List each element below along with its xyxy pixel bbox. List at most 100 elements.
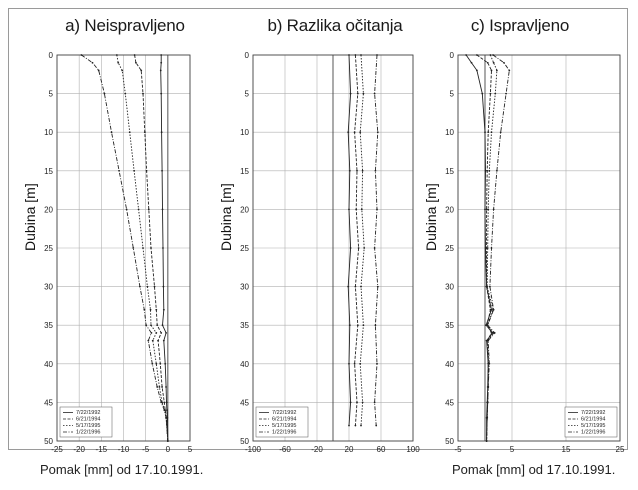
p1-series-1-point-1 xyxy=(160,61,163,64)
p1-series-4-point-15 xyxy=(160,401,163,404)
p3-series-2-point-5 xyxy=(486,169,489,172)
p2-series-2-point-8 xyxy=(353,362,356,365)
p1-series-4-point-12 xyxy=(147,339,150,342)
p3-series-4-point-7 xyxy=(490,247,493,249)
p3-series-4-point-5 xyxy=(495,169,498,172)
p1-series-3-point-11 xyxy=(155,332,158,334)
p3-series-3-point-2 xyxy=(495,69,498,72)
p2-ytick-label-8: 40 xyxy=(240,360,249,369)
p1-series-4-point-3 xyxy=(103,92,106,95)
p2-series-4-point-9 xyxy=(373,401,376,404)
p2-series-1-point-4 xyxy=(348,208,350,211)
p3-ytick-label-8: 40 xyxy=(445,360,454,369)
p2-series-2-line xyxy=(354,54,360,426)
p1-xtick-label-6: 5 xyxy=(188,445,193,454)
panel-title-c: c) Ispravljeno xyxy=(470,16,570,35)
p3-ytick-label-2: 10 xyxy=(445,128,454,137)
p3-series-4-point-12 xyxy=(487,339,490,342)
p1-ytick-label-8: 40 xyxy=(44,360,53,369)
p1-series-3-point-7 xyxy=(142,247,144,249)
p2-series-3-point-2 xyxy=(359,131,362,134)
p2-legend-label-3: 5/17/1995 xyxy=(272,423,296,429)
p1-plot-border xyxy=(56,54,191,442)
p1-series-4-point-7 xyxy=(132,247,135,249)
p2-series-1-point-2 xyxy=(347,131,350,134)
p3-series-4-point-0 xyxy=(492,54,494,56)
p1-series-3-point-12 xyxy=(151,339,154,342)
p2-plot-border xyxy=(252,54,414,442)
p1-xtick-label-0: -25 xyxy=(51,445,63,454)
p1-series-4-point-14 xyxy=(156,386,159,388)
p3-series-4-point-11 xyxy=(493,332,496,334)
p3-ytick-label-9: 45 xyxy=(445,398,454,407)
p2-series-3-point-6 xyxy=(360,285,362,288)
p2-ytick-label-10: 50 xyxy=(240,437,249,446)
p3-ytick-label-4: 20 xyxy=(445,205,454,214)
p2-series-3-point-1 xyxy=(362,92,365,95)
p3-series-4-point-2 xyxy=(508,69,511,72)
p3-series-2-point-4 xyxy=(487,131,490,134)
p3-ylabel: Dubina [m] xyxy=(423,183,439,251)
p2-xtick-label-3: 20 xyxy=(345,445,354,454)
p1-series-3-point-13 xyxy=(155,362,158,365)
panel-title-a: a) Neispravljeno xyxy=(65,16,185,35)
p1-series-2-point-9 xyxy=(155,308,158,311)
p3-xtick-label-0: -5 xyxy=(454,445,462,454)
p2-ytick-label-7: 35 xyxy=(240,321,249,330)
p1-series-4-point-18 xyxy=(166,440,169,442)
p2-series-1-point-10 xyxy=(348,424,350,427)
p1-ytick-label-4: 20 xyxy=(44,205,53,214)
p2-series-3-point-7 xyxy=(362,324,365,327)
p3-series-4-line xyxy=(486,54,510,442)
p3-series-4-point-4 xyxy=(499,131,502,134)
p3-series-4-point-1 xyxy=(503,61,505,64)
p3-series-4-point-17 xyxy=(485,440,488,442)
p1-series-1-point-14 xyxy=(165,386,167,388)
p2-series-4-point-2 xyxy=(376,131,379,134)
p3-series-4-point-6 xyxy=(492,208,495,211)
p1-legend-label-4: 1/22/1996 xyxy=(76,430,100,436)
p1-series-4-point-8 xyxy=(139,285,141,288)
p2-legend-label-4: 1/22/1996 xyxy=(272,430,296,436)
p3-series-3-point-4 xyxy=(490,131,493,134)
p3-ytick-label-1: 5 xyxy=(450,90,455,99)
p2-series-3-point-8 xyxy=(359,362,362,365)
p1-series-1-point-13 xyxy=(164,362,167,365)
p3-series-3-point-6 xyxy=(487,208,490,211)
p2-series-4-point-8 xyxy=(376,362,378,365)
p2-series-3-point-9 xyxy=(361,401,364,404)
p2-ytick-label-3: 15 xyxy=(240,167,249,176)
p1-series-3-point-5 xyxy=(133,169,136,172)
p2-series-2-point-0 xyxy=(354,54,357,56)
p1-ytick-label-2: 10 xyxy=(44,128,53,137)
p2-ytick-label-9: 45 xyxy=(240,398,249,407)
p3-series-4-point-13 xyxy=(488,362,491,365)
p1-ytick-label-3: 15 xyxy=(44,167,53,176)
p1-series-3-point-9 xyxy=(149,308,152,311)
p3-series-4-point-9 xyxy=(492,308,495,311)
p2-ytick-label-1: 5 xyxy=(245,90,250,99)
p3-series-3-point-1 xyxy=(492,61,495,64)
p1-series-1-point-8 xyxy=(162,285,165,288)
p3-series-3-line xyxy=(486,54,498,442)
p1-series-1-point-6 xyxy=(161,208,164,211)
p1-series-2-point-7 xyxy=(150,247,152,249)
p1-xtick-label-2: -15 xyxy=(96,445,108,454)
p2-series-2-point-3 xyxy=(356,169,358,172)
figure-frame xyxy=(8,8,628,450)
p1-series-2-point-5 xyxy=(145,169,148,172)
p2-ytick-label-6: 30 xyxy=(240,283,249,292)
p1-xtick-label-1: -20 xyxy=(73,445,85,454)
p1-series-4-point-4 xyxy=(110,131,113,134)
p1-ytick-label-9: 45 xyxy=(44,398,53,407)
p2-series-3-point-4 xyxy=(360,208,363,211)
p2-ytick-label-0: 0 xyxy=(245,51,250,60)
p1-ytick-label-6: 30 xyxy=(44,283,53,292)
p1-series-3-point-4 xyxy=(128,131,131,134)
p2-series-1-point-0 xyxy=(348,54,350,56)
p2-series-1-point-8 xyxy=(348,362,350,365)
p1-series-3-point-3 xyxy=(124,92,127,95)
p1-series-1-point-11 xyxy=(165,332,167,334)
